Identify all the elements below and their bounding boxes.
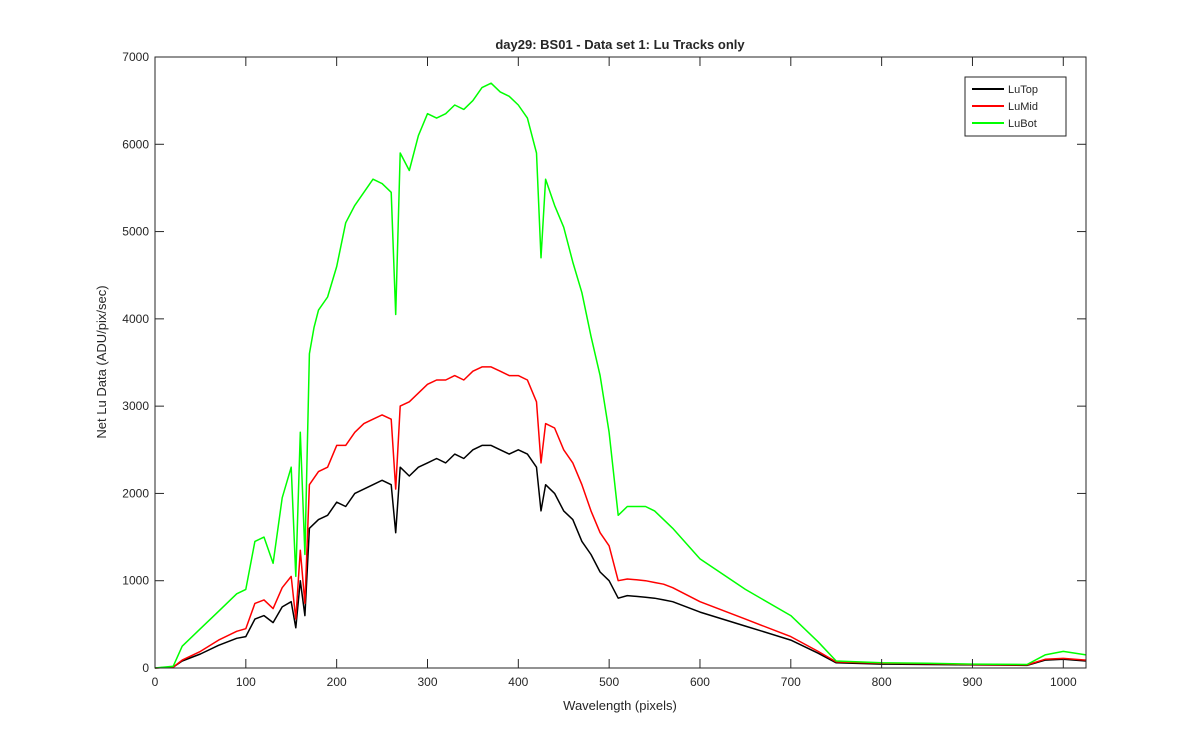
plot-area — [155, 57, 1086, 668]
y-axis-ticks: 0 1000 2000 3000 4000 5000 6000 7000 — [122, 50, 1086, 675]
legend-label-lutop: LuTop — [1008, 84, 1038, 96]
y-tick-label: 2000 — [122, 486, 149, 500]
legend-label-lumid: LuMid — [1008, 101, 1038, 113]
x-tick-label: 0 — [152, 675, 159, 689]
y-tick-label: 7000 — [122, 50, 149, 64]
x-tick-label: 700 — [781, 675, 801, 689]
x-tick-label: 900 — [962, 675, 982, 689]
legend: LuTop LuMid LuBot — [964, 76, 1067, 137]
x-tick-label: 800 — [872, 675, 892, 689]
x-axis-ticks: 0 100 200 300 400 500 600 700 800 900 1000 — [152, 57, 1077, 689]
series-line-lubot — [154, 82, 1087, 669]
x-tick-label: 1000 — [1050, 675, 1077, 689]
x-tick-label: 200 — [327, 675, 347, 689]
chart-title: day29: BS01 - Data set 1: Lu Tracks only — [495, 37, 745, 52]
legend-label-lubot: LuBot — [1008, 118, 1037, 130]
series-line-lumid — [154, 366, 1087, 669]
x-axis-label: Wavelength (pixels) — [563, 698, 677, 713]
axes-box — [154, 56, 1087, 669]
x-tick-label: 500 — [599, 675, 619, 689]
y-tick-label: 0 — [142, 661, 149, 675]
x-tick-label: 600 — [690, 675, 710, 689]
x-tick-label: 100 — [236, 675, 256, 689]
y-axis-label: Net Lu Data (ADU/pix/sec) — [94, 285, 109, 438]
series-layer — [154, 82, 1087, 669]
y-tick-label: 3000 — [122, 399, 149, 413]
y-tick-label: 5000 — [122, 225, 149, 239]
y-tick-label: 4000 — [122, 312, 149, 326]
series-line-lutop — [154, 444, 1087, 669]
x-tick-label: 300 — [417, 675, 437, 689]
y-tick-label: 6000 — [122, 137, 149, 151]
y-tick-label: 1000 — [122, 574, 149, 588]
x-tick-label: 400 — [508, 675, 528, 689]
